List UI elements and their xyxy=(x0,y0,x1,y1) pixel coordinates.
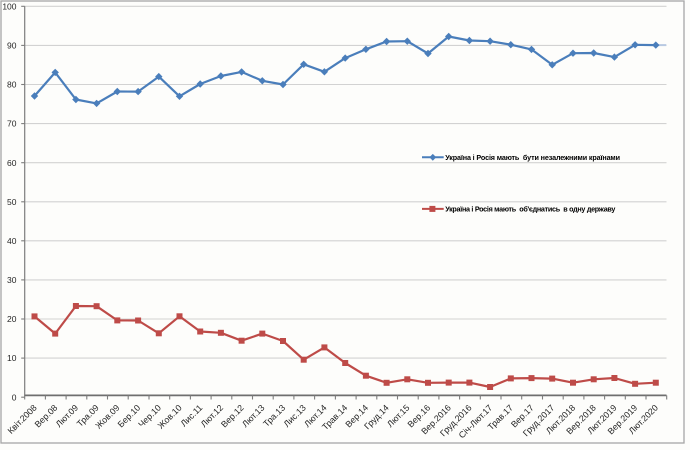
svg-text:100: 100 xyxy=(2,1,16,11)
svg-text:70: 70 xyxy=(7,119,17,129)
svg-text:90: 90 xyxy=(7,41,17,51)
svg-text:10: 10 xyxy=(7,353,17,363)
svg-text:30: 30 xyxy=(7,275,17,285)
svg-text:Україна і Росія мають об'єдна: Україна і Росія мають об'єднатись в одну… xyxy=(445,205,615,214)
svg-text:50: 50 xyxy=(7,197,17,207)
svg-text:80: 80 xyxy=(7,80,17,90)
svg-text:0: 0 xyxy=(12,392,17,402)
svg-text:20: 20 xyxy=(7,314,17,324)
svg-text:60: 60 xyxy=(7,158,17,168)
svg-text:Україна і Росія мають бути не: Україна і Росія мають бути незалежними к… xyxy=(445,153,620,162)
svg-text:40: 40 xyxy=(7,236,17,246)
